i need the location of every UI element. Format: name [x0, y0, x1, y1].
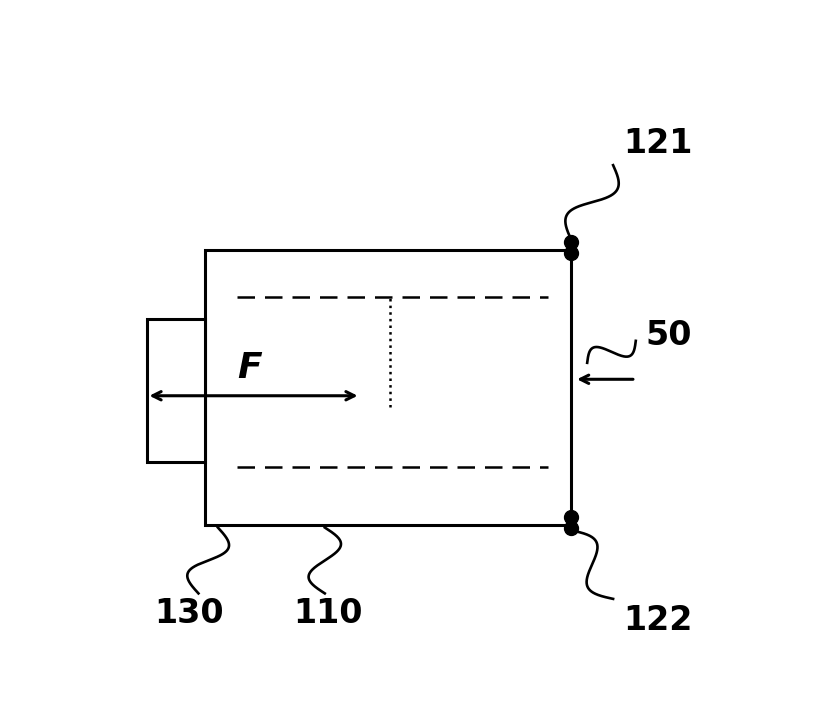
Bar	[205, 250, 571, 525]
Text: 122: 122	[623, 605, 692, 637]
Text: F: F	[237, 351, 262, 385]
Text: 130: 130	[154, 597, 223, 630]
Text: 121: 121	[623, 127, 692, 160]
Text: 110: 110	[293, 597, 363, 630]
Bar	[146, 319, 205, 461]
Text: 50: 50	[645, 319, 692, 352]
